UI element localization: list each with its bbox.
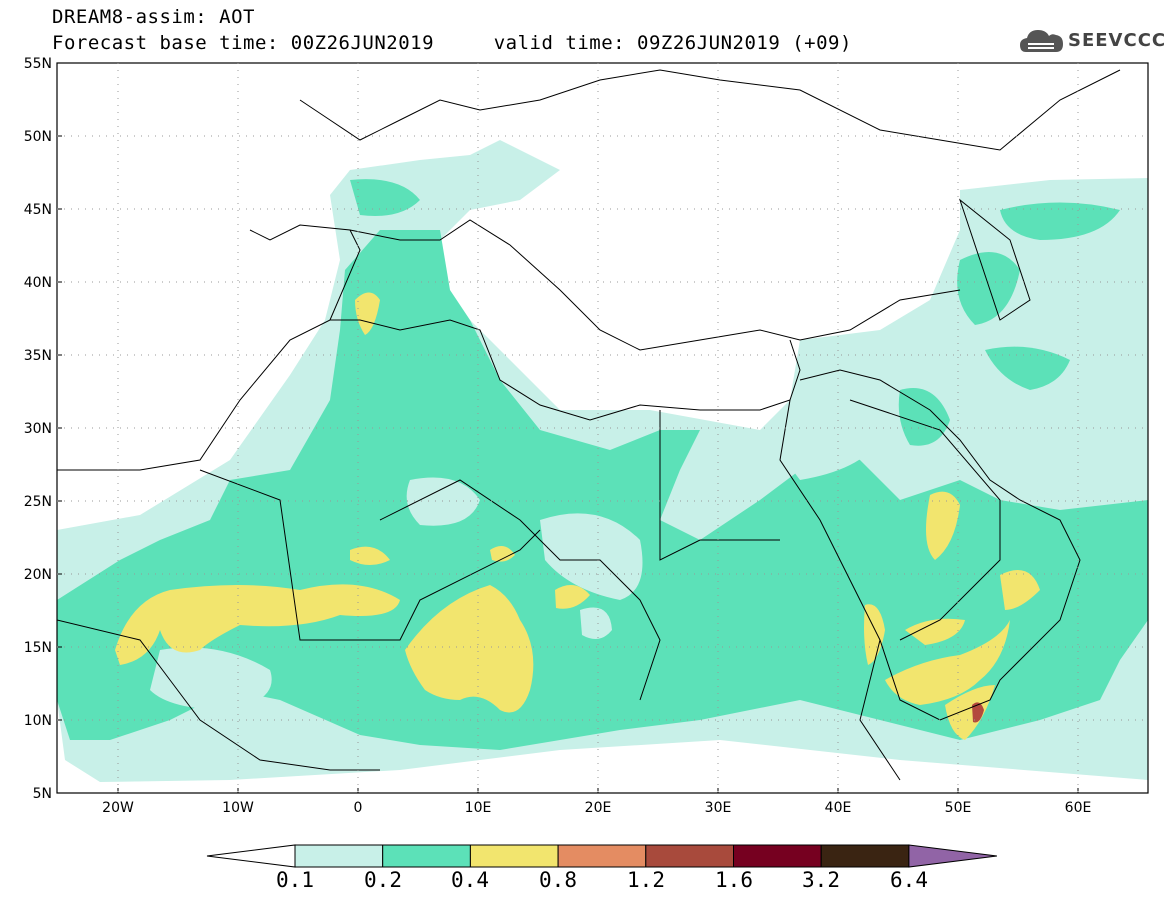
seevccc-logo: SEEVCCC bbox=[1018, 24, 1165, 58]
colorbar-label: 3.2 bbox=[802, 868, 840, 892]
aot-yellow-region bbox=[926, 491, 960, 560]
colorbar-segment bbox=[382, 844, 471, 868]
colorbar-segment bbox=[733, 844, 822, 868]
lon-label: 0 bbox=[354, 800, 363, 816]
colorbar-label: 6.4 bbox=[890, 868, 928, 892]
lon-label: 10E bbox=[465, 800, 492, 816]
colorbar-label: 1.6 bbox=[715, 868, 753, 892]
colorbar-label: 1.2 bbox=[627, 868, 665, 892]
colorbar-label: 0.1 bbox=[276, 868, 314, 892]
lon-label: 50E bbox=[945, 800, 972, 816]
forecast-times: Forecast base time: 00Z26JUN2019 valid t… bbox=[52, 32, 852, 54]
aot-yellow-region bbox=[115, 584, 400, 665]
aot-yellow-region bbox=[945, 685, 995, 740]
aot-green-region bbox=[957, 252, 1020, 325]
colorbar-segment bbox=[820, 844, 910, 868]
map-title: DREAM8-assim: AOT bbox=[52, 6, 255, 28]
aot-green-region bbox=[1000, 202, 1120, 240]
lat-label: 15N bbox=[24, 640, 52, 656]
coastlines bbox=[57, 69, 1121, 781]
colorbar-segment bbox=[645, 844, 734, 868]
lat-label: 25N bbox=[24, 494, 52, 510]
aot-pale-hole bbox=[406, 477, 480, 526]
aot-yellow-region bbox=[405, 585, 534, 713]
aot-green-region bbox=[985, 346, 1070, 390]
aot-yellow-region bbox=[355, 292, 380, 335]
colorbar-min-arrow bbox=[206, 844, 296, 868]
colorbar-label: 0.2 bbox=[364, 868, 402, 892]
lat-label: 40N bbox=[24, 275, 52, 291]
lat-label: 20N bbox=[24, 567, 52, 583]
logo-text: SEEVCCC bbox=[1068, 30, 1165, 51]
lat-label: 5N bbox=[33, 786, 52, 802]
lat-label: 45N bbox=[24, 202, 52, 218]
axis-ticks bbox=[57, 62, 1079, 793]
lon-label: 40E bbox=[825, 800, 852, 816]
gridlines bbox=[57, 63, 1148, 793]
aot-yellow-region bbox=[885, 620, 1010, 705]
lat-label: 55N bbox=[24, 56, 52, 72]
aot-green-region bbox=[350, 179, 420, 216]
colorbar-segment bbox=[557, 844, 647, 868]
colorbar-label: 0.8 bbox=[539, 868, 577, 892]
aot-yellow-region bbox=[555, 585, 590, 609]
lat-label: 30N bbox=[24, 421, 52, 437]
aot-green-region bbox=[898, 388, 950, 446]
lat-label: 35N bbox=[24, 348, 52, 364]
lon-label: 30E bbox=[705, 800, 732, 816]
aot-yellow-region bbox=[905, 618, 965, 645]
lon-label: 10W bbox=[222, 800, 254, 816]
colorbar-label: 0.4 bbox=[451, 868, 489, 892]
lon-label: 60E bbox=[1065, 800, 1092, 816]
lon-label: 20E bbox=[585, 800, 612, 816]
colorbar-max-arrow bbox=[908, 844, 997, 868]
colorbar-segment bbox=[469, 844, 559, 868]
aot-yellow-region bbox=[490, 546, 515, 562]
aot-yellow-region bbox=[350, 546, 390, 565]
aot-red-spot bbox=[972, 702, 984, 723]
aot-yellow-region bbox=[1000, 570, 1040, 610]
aot-pale-hole bbox=[540, 513, 643, 600]
lon-label: 20W bbox=[102, 800, 134, 816]
aot-pale-hole bbox=[580, 607, 612, 639]
cloud-icon bbox=[1020, 30, 1063, 52]
aot-pale-hole bbox=[770, 430, 880, 480]
lat-label: 50N bbox=[24, 129, 52, 145]
lat-label: 10N bbox=[24, 713, 52, 729]
colorbar-segment bbox=[294, 844, 384, 868]
